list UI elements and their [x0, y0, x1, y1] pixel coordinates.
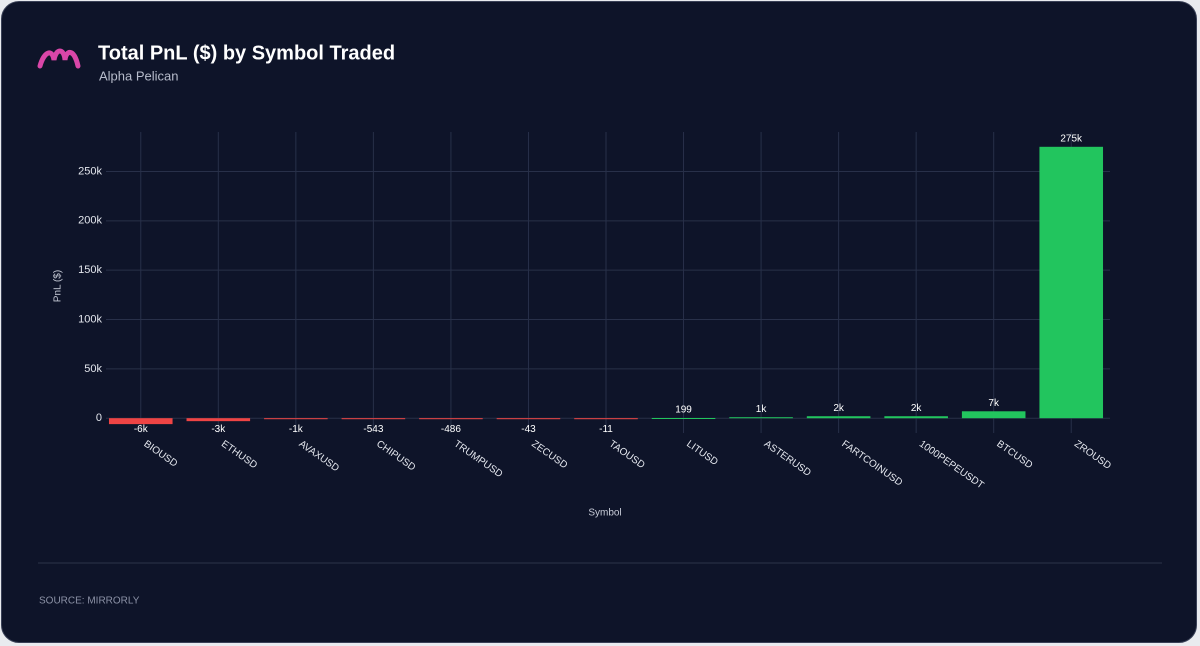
- x-tick-label: AVAXUSD: [297, 439, 341, 475]
- value-label: -543: [363, 424, 383, 435]
- bar: [806, 416, 871, 419]
- y-tick-label: 250k: [78, 165, 102, 177]
- bar: [419, 418, 483, 420]
- x-tick-label: ZROUSD: [1072, 439, 1113, 472]
- logo: [37, 48, 81, 69]
- bar: [341, 418, 406, 420]
- bar: [884, 416, 948, 419]
- value-label: -6k: [134, 424, 149, 435]
- y-tick-label: 100k: [78, 313, 102, 325]
- x-tick-label: CHIPUSD: [374, 439, 417, 474]
- x-axis-label: Symbol: [588, 508, 621, 519]
- x-tick-label: TAOUSD: [607, 439, 647, 471]
- value-label: -1k: [289, 424, 304, 435]
- bar: [1039, 146, 1104, 419]
- value-label: -486: [441, 424, 461, 435]
- chart-title: Total PnL ($) by Symbol Traded: [98, 42, 395, 64]
- value-label: 7k: [988, 398, 1000, 409]
- bar: [651, 418, 716, 420]
- x-tick-label: ASTERUSD: [762, 439, 813, 479]
- bar: [729, 417, 793, 419]
- x-tick-label: 1000PEPEUSDT: [917, 439, 986, 492]
- x-tick-label: BIOUSD: [142, 439, 180, 470]
- value-label: 199: [675, 405, 692, 416]
- x-tick-label: ETHUSD: [219, 439, 259, 472]
- bar: [186, 418, 251, 422]
- bar: [108, 418, 173, 425]
- value-label: -43: [521, 424, 536, 435]
- bar: [496, 418, 561, 420]
- value-label: 2k: [833, 403, 845, 414]
- y-tick-label: 50k: [84, 363, 102, 375]
- bar: [574, 418, 638, 420]
- value-label: 2k: [911, 403, 923, 414]
- bar: [961, 411, 1026, 419]
- x-tick-label: LITUSD: [684, 439, 719, 468]
- chart-subtitle: Alpha Pelican: [99, 68, 179, 83]
- x-tick-label: BTCUSD: [994, 439, 1034, 472]
- value-label: -3k: [211, 424, 226, 435]
- source: SOURCE: MIRRORLY: [39, 596, 140, 607]
- y-axis-label: PnL ($): [53, 270, 64, 302]
- value-label: 1k: [756, 404, 768, 415]
- y-tick-label: 0: [96, 412, 102, 424]
- y-tick-label: 200k: [78, 215, 102, 227]
- bar: [264, 418, 328, 420]
- value-label: 275k: [1060, 133, 1083, 144]
- x-tick-label: TRUMPUSD: [452, 439, 505, 481]
- x-tick-label: ZECUSD: [529, 439, 569, 472]
- x-tick-label: FARTCOINUSD: [839, 439, 904, 489]
- plot-area: 0 50k 100k 150k 200k 250k BIOUSD -6k ETHUSD -3k AV…: [78, 132, 1113, 491]
- value-label: -11: [599, 424, 613, 435]
- y-tick-label: 150k: [78, 264, 102, 276]
